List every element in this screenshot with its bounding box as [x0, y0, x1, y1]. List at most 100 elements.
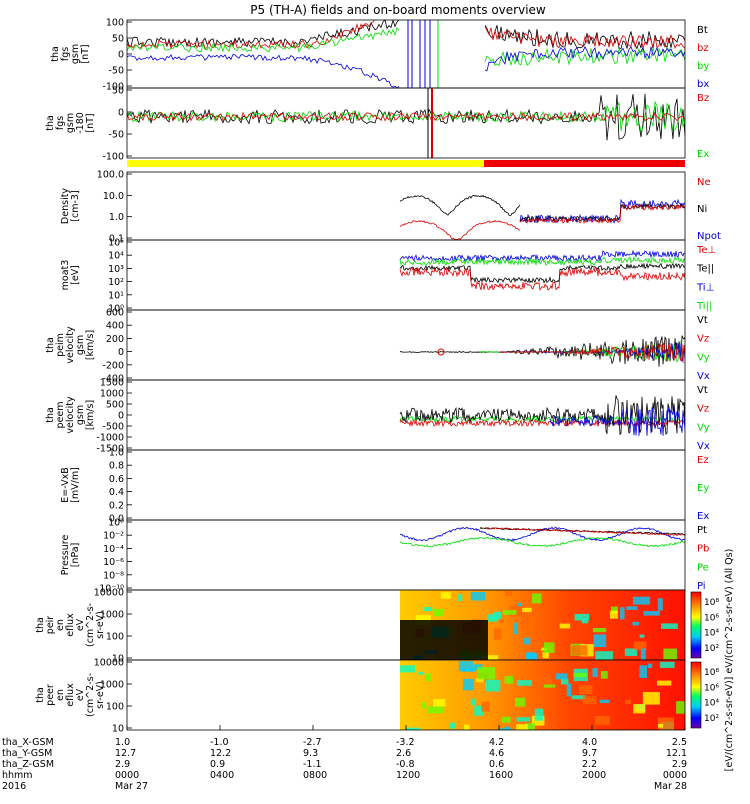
spectrogram-cell	[504, 726, 510, 730]
y-tick-label: 10000	[94, 658, 124, 669]
x-row-label: 2016	[2, 781, 26, 792]
spectrogram-cell	[642, 692, 660, 705]
panel-1: 100 50 0 -50 -100 tha fgs gsm [nT] Bt bz by bx	[50, 18, 709, 93]
legend-vy: Vy	[697, 352, 710, 363]
y-tick-label: 10³	[108, 264, 124, 275]
spectrogram-cell	[640, 648, 646, 660]
spectrogram-cell	[526, 652, 536, 659]
y-axis-label-line: fgs	[60, 47, 71, 61]
y-tick-label: -50	[108, 130, 124, 141]
x-tick-coord: 12.2	[210, 748, 231, 759]
bt-trace	[127, 20, 400, 49]
y-tick-label: -400	[102, 374, 124, 385]
panel-1-data	[127, 20, 685, 88]
spectrogram-gap	[400, 620, 488, 660]
spectrogram-cell	[470, 591, 486, 601]
panel-frame	[126, 519, 686, 591]
spectrogram-cell	[581, 619, 589, 624]
spectrogram-cell	[661, 623, 678, 629]
spectrogram-cell	[639, 634, 645, 638]
legend-vz: Vz	[697, 334, 709, 345]
x-tick-coord: -0.8	[396, 759, 415, 770]
y-axis-label: tha fgs gsm -180 [nT]	[45, 112, 96, 134]
spectrogram-cell	[499, 618, 504, 624]
spectrogram-cell	[632, 596, 651, 605]
y-axis-label-line: eflux	[65, 683, 76, 707]
legend-ey: Ey	[697, 483, 709, 494]
y-tick-label: 400	[106, 321, 124, 332]
x-tick-coord: 4.2	[489, 737, 504, 748]
spectrogram-cell	[493, 611, 502, 620]
y-axis-label: tha peer en eflux eV (cm^2-s-sr-eV)	[35, 673, 106, 717]
y-tick-label: 1.0	[109, 448, 124, 459]
y-tick-label: -500	[102, 422, 124, 433]
y-tick-label: -1500	[96, 444, 124, 455]
x-tick-coord: 9.7	[582, 748, 597, 759]
spectrogram-cell	[579, 685, 593, 695]
spectrogram-cell	[449, 722, 457, 729]
ne-trace-late	[519, 203, 685, 225]
by-trace	[127, 26, 400, 53]
y-axis-label-line: tha	[45, 407, 56, 423]
y-tick-label: 0.4	[109, 487, 124, 498]
spectrogram-cell	[543, 684, 556, 688]
legend-bx: bx	[697, 79, 709, 90]
colorbar-tick-label: 10⁸	[704, 598, 719, 608]
y-tick-label: 10⁻⁶	[103, 557, 124, 568]
x-tick-coord: -3.2	[396, 737, 415, 748]
x-tick-coord: 2.6	[396, 748, 411, 759]
x-tick-date: Mar 28	[654, 781, 687, 792]
y-axis-label-line: (cm^2-s-	[85, 673, 96, 717]
legend-te-: Te||	[696, 264, 714, 275]
colorbar	[690, 661, 702, 729]
legend-pt: Pt	[697, 525, 707, 536]
y-tick-label: 10⁻⁴	[103, 544, 124, 555]
spectrogram-cell	[470, 698, 477, 706]
spectrogram-cell	[535, 693, 544, 705]
y-axis-label-line: peir	[45, 616, 56, 635]
legend-vx: Vx	[697, 441, 710, 452]
y-axis-label-line: en	[55, 689, 66, 701]
legend-ez: Ez	[697, 455, 709, 466]
y-tick-label: 100	[106, 702, 124, 713]
x-tick-coord: 0.6	[489, 759, 504, 770]
by-trace-late	[484, 47, 685, 67]
spectrogram-cell	[611, 606, 618, 614]
colorbar-tick-label: 10²	[704, 644, 719, 654]
spectrogram-cell	[424, 673, 431, 682]
x-tick-coord: 0.9	[210, 759, 225, 770]
colorbar-tick-label: 10²	[704, 714, 719, 724]
spectrogram-cell	[487, 614, 498, 622]
panel-4-data	[399, 249, 685, 291]
panel-9-data	[400, 590, 685, 660]
y-tick-label: 0	[118, 50, 124, 61]
spectrogram-cell	[593, 634, 607, 648]
spectrogram-cell	[582, 696, 597, 705]
y-axis-label-line: tha	[45, 115, 56, 131]
spectrogram-cell	[525, 723, 535, 730]
y-axis-label-line: tha	[35, 617, 46, 633]
bx-trace-late	[484, 45, 685, 72]
dbt-trace	[127, 93, 685, 141]
spectrogram-cell	[543, 642, 555, 653]
x-tick-time: 0800	[303, 770, 327, 781]
region-bar-red	[484, 160, 685, 167]
spectrogram-cell	[663, 648, 677, 660]
spectrogram-cell	[424, 607, 433, 612]
spectrogram-cell	[613, 729, 627, 730]
spectrogram-cell	[405, 727, 421, 730]
spectrogram-cell	[555, 673, 568, 680]
ni-trace	[399, 194, 521, 216]
panel-2: 50 0 -50 -100 tha fgs gsm -180 [nT] Bz Ex	[45, 86, 709, 163]
legend-bz: bz	[697, 43, 709, 54]
y-tick-label: 1000	[100, 389, 124, 400]
spectrogram-cell	[676, 701, 685, 714]
panel-9: 10000 1000 100 10 tha peir en eflux eV (cm^2-s-sr…	[35, 588, 719, 665]
y-tick-label: 200	[106, 334, 124, 345]
y-tick-label: -200	[102, 360, 124, 371]
y-tick-label: 1000	[100, 610, 124, 621]
legend-pi: Pi	[697, 581, 706, 592]
colorbar-tick-label: 10⁸	[704, 668, 719, 678]
